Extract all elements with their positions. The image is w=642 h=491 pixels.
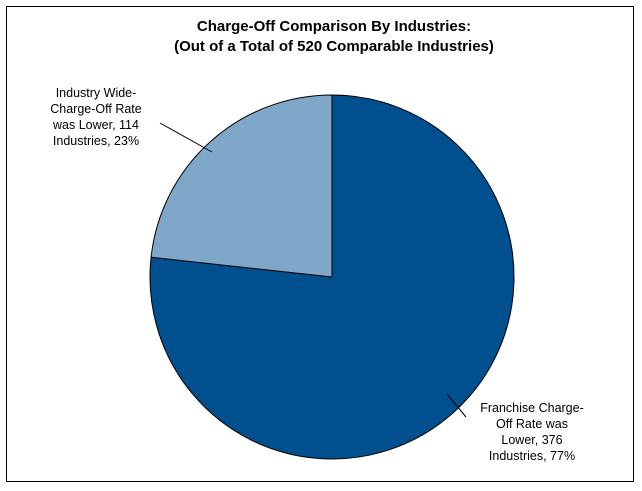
slice-label-line: Industries, 77% <box>489 449 575 463</box>
chart-subtitle: (Out of a Total of 520 Comparable Indust… <box>174 38 494 55</box>
slice-label-line: Industries, 23% <box>53 134 139 148</box>
slice-label-line: Off Rate was <box>496 417 568 431</box>
chart-title: Charge-Off Comparison By Industries: <box>197 18 471 35</box>
slice-label-line: Franchise Charge- <box>480 401 584 415</box>
slice-label-line: Charge-Off Rate <box>50 102 142 116</box>
slice-label-2: Industry Wide- Charge-Off Rate was Lower, … <box>50 86 142 148</box>
slice-label-line: Lower, 376 <box>501 433 562 447</box>
leader-line-1 <box>446 393 467 418</box>
slice-label-line: was Lower, 114 <box>52 118 139 132</box>
leader-line-2 <box>159 122 213 153</box>
pie-slice-1 <box>149 94 515 460</box>
pie-slice-2 <box>150 94 333 278</box>
slice-label-line: Industry Wide- <box>56 86 137 100</box>
slice-label-1: Franchise Charge- Off Rate was Lower, 376 I… <box>480 401 584 463</box>
